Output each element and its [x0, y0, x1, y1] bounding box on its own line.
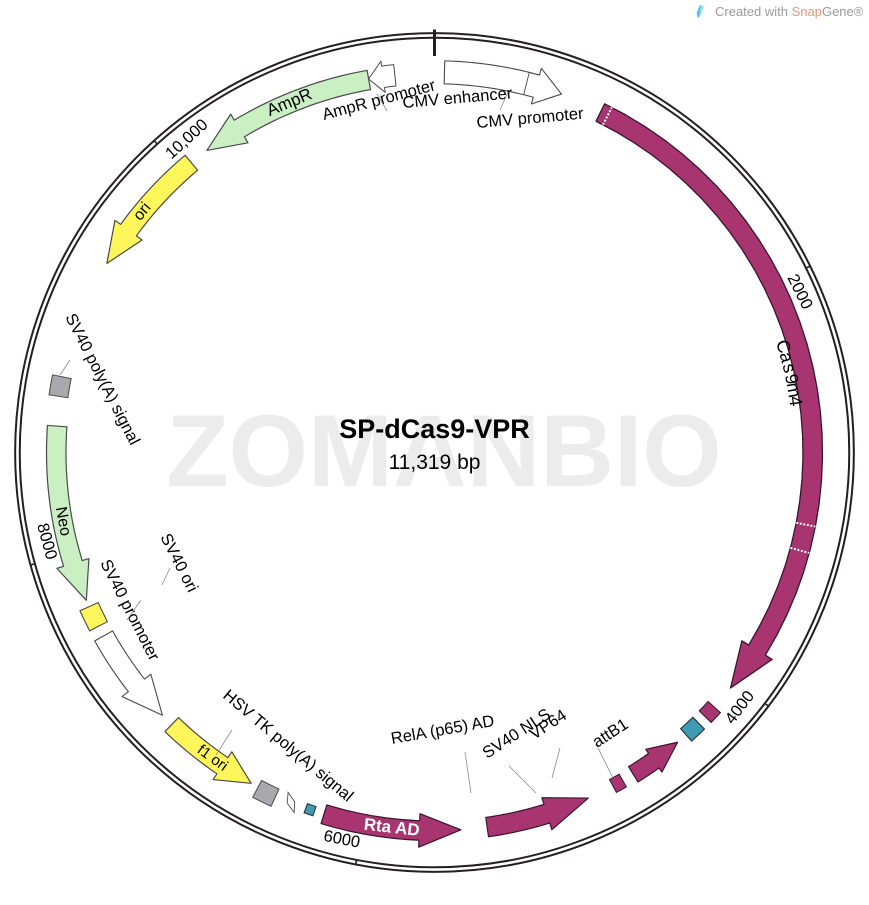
svg-text:CMV promoter: CMV promoter — [476, 105, 585, 132]
svg-text:SP-dCas9-VPR: SP-dCas9-VPR — [339, 414, 530, 444]
svg-text:Rta AD: Rta AD — [363, 815, 421, 840]
svg-text:SV40 poly(A) signal: SV40 poly(A) signal — [61, 311, 143, 448]
svg-text:attB1: attB1 — [589, 715, 631, 751]
svg-text:HSV TK poly(A) signal: HSV TK poly(A) signal — [219, 686, 356, 805]
svg-text:10,000: 10,000 — [162, 116, 212, 163]
svg-text:4000: 4000 — [722, 687, 759, 727]
svg-text:RelA (p65) AD: RelA (p65) AD — [390, 712, 496, 748]
svg-text:AmpR: AmpR — [264, 84, 315, 120]
svg-text:SV40 ori: SV40 ori — [156, 531, 201, 596]
svg-text:11,319 bp: 11,319 bp — [389, 451, 481, 474]
